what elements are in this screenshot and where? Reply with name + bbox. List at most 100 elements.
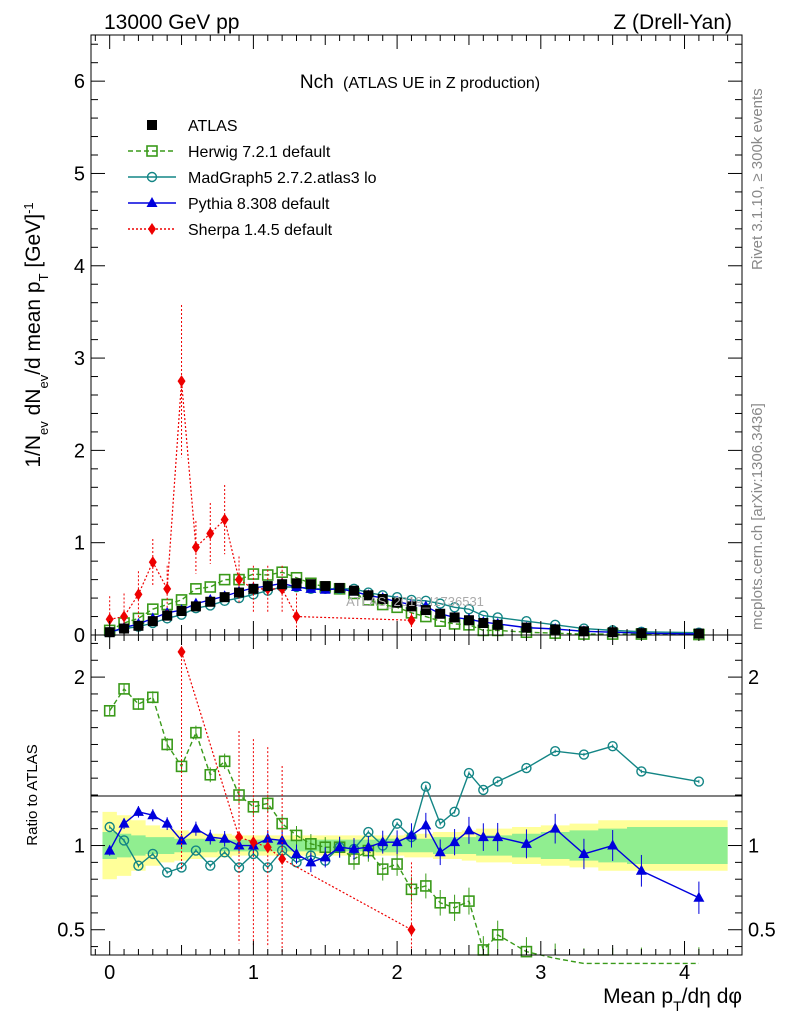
point-atlas [234,587,245,598]
ratio-point-herwig [305,838,317,850]
point-atlas [478,618,489,628]
x-tick-label: 1 [248,962,259,984]
series-sherpa [105,305,416,635]
chart-title-main: Nch [300,72,334,93]
point-atlas [320,581,331,592]
point-sherpa [191,541,200,554]
ratio-point-sherpa [278,853,287,865]
ratio-point-pythia [190,822,202,833]
ratio-point-pythia [334,841,346,852]
ratio-line-herwig [109,687,699,965]
ratio-point-pythia [492,831,504,842]
mcplots-label: mcplots.cern.ch [arXiv:1306.3436] [749,403,766,630]
ratio-point-pythia [118,817,130,828]
ratio-point-herwig [463,895,475,907]
ratio-point-madgraph [607,740,618,752]
ratio-point-pythia [262,832,274,843]
legend-marker-sherpa [148,223,156,235]
ratio-point-pythia [463,824,475,835]
ratio-point-sherpa [235,831,244,844]
ratio-point-pythia [132,805,144,816]
ratio-point-madgraph [205,860,216,871]
ratio-point-madgraph [219,847,230,858]
ratio-point-herwig [434,896,447,909]
ratio-point-madgraph [693,776,705,787]
point-atlas [521,622,532,633]
point-atlas [147,616,158,627]
ratio-point-pythia [549,822,561,833]
ratio-point-madgraph [391,818,403,829]
ratio-point-madgraph [549,746,561,757]
ratio-point-herwig [161,738,173,751]
point-atlas [392,597,403,608]
ratio-y-tick-label-right: 0.5 [748,920,776,942]
ratio-point-madgraph [478,784,489,796]
legend-entry-sherpa: Sherpa 1.4.5 default [128,222,333,239]
ratio-point-pythia [362,841,374,852]
ratio-point-herwig [190,726,202,739]
legend-entry-madgraph: MadGraph5 2.7.2.atlas3 lo [128,170,377,187]
point-sherpa [148,556,157,569]
ratio-point-pythia [204,831,216,842]
ratio-point-madgraph [147,848,158,860]
point-atlas [291,578,302,589]
ratio-point-pythia [391,836,403,847]
series-line-sherpa [109,381,412,621]
series-line-madgraph [109,586,699,634]
ratio-data-layer [103,635,705,965]
ratio-line-sherpa [180,651,412,931]
ratio-point-madgraph [161,867,173,878]
ratio-point-herwig [218,755,231,768]
x-axis-label: Mean pT/dη dφ [603,985,742,1014]
main-y-tick-label: 4 [74,256,85,278]
ratio-point-sherpa [249,836,258,849]
ratio-point-pythia [319,851,331,862]
point-atlas [420,605,431,616]
point-atlas [406,601,417,612]
ratio-point-herwig [420,880,432,892]
point-atlas [190,601,201,612]
legend: ATLAS Herwig 7.2.1 default MadGraph5 2.7.2… [128,118,377,239]
ratio-point-pythia [420,819,432,830]
ratio-point-pythia [291,847,303,858]
series-atlas [104,578,704,639]
ratio-point-madgraph [118,835,130,846]
point-atlas [133,620,144,631]
main-y-tick-label: 6 [74,71,85,93]
point-atlas [262,581,273,592]
ratio-point-madgraph [463,767,475,779]
ratio-y-tick-label: 2 [74,667,85,689]
legend-entry-atlas: ATLAS [147,118,238,135]
ratio-point-madgraph [435,818,446,829]
main-y-tick-label: 5 [74,163,85,185]
x-tick-label: 0 [104,962,115,984]
ratio-point-madgraph [133,860,144,871]
legend-label-madgraph: MadGraph5 2.7.2.atlas3 lo [188,170,377,187]
point-sherpa [220,513,229,526]
point-atlas [176,606,187,616]
point-herwig [218,573,231,586]
ratio-point-herwig [204,768,217,781]
ratio-y-tick-label-right: 2 [748,667,759,689]
legend-marker-pythia [146,197,158,207]
ratio-series-sherpa [177,635,416,955]
ratio-point-herwig [290,829,303,842]
series-line-pythia [109,582,699,635]
ratio-point-pythia [377,836,389,847]
ratio-band-inner [102,827,728,865]
legend-marker-herwig [146,145,158,157]
ratio-axes: 0.5 0.5 1 1 2 2 0 1 2 3 4 [57,635,776,984]
main-y-tick-label: 0 [74,625,85,647]
ratio-point-pythia [477,831,489,842]
ratio-point-pythia [434,846,446,857]
rivet-label: Rivet 3.1.10, ≥ 300k events [749,88,766,270]
point-herwig [204,581,217,593]
point-atlas [119,623,130,634]
ratio-y-tick-label-right: 1 [748,836,759,858]
point-atlas [334,582,345,593]
point-atlas [435,608,446,619]
main-axes: 0 1 2 3 4 5 6 [74,35,742,647]
point-sherpa [407,614,416,627]
main-y-tick-label: 3 [74,348,85,370]
ratio-point-herwig [520,945,533,958]
